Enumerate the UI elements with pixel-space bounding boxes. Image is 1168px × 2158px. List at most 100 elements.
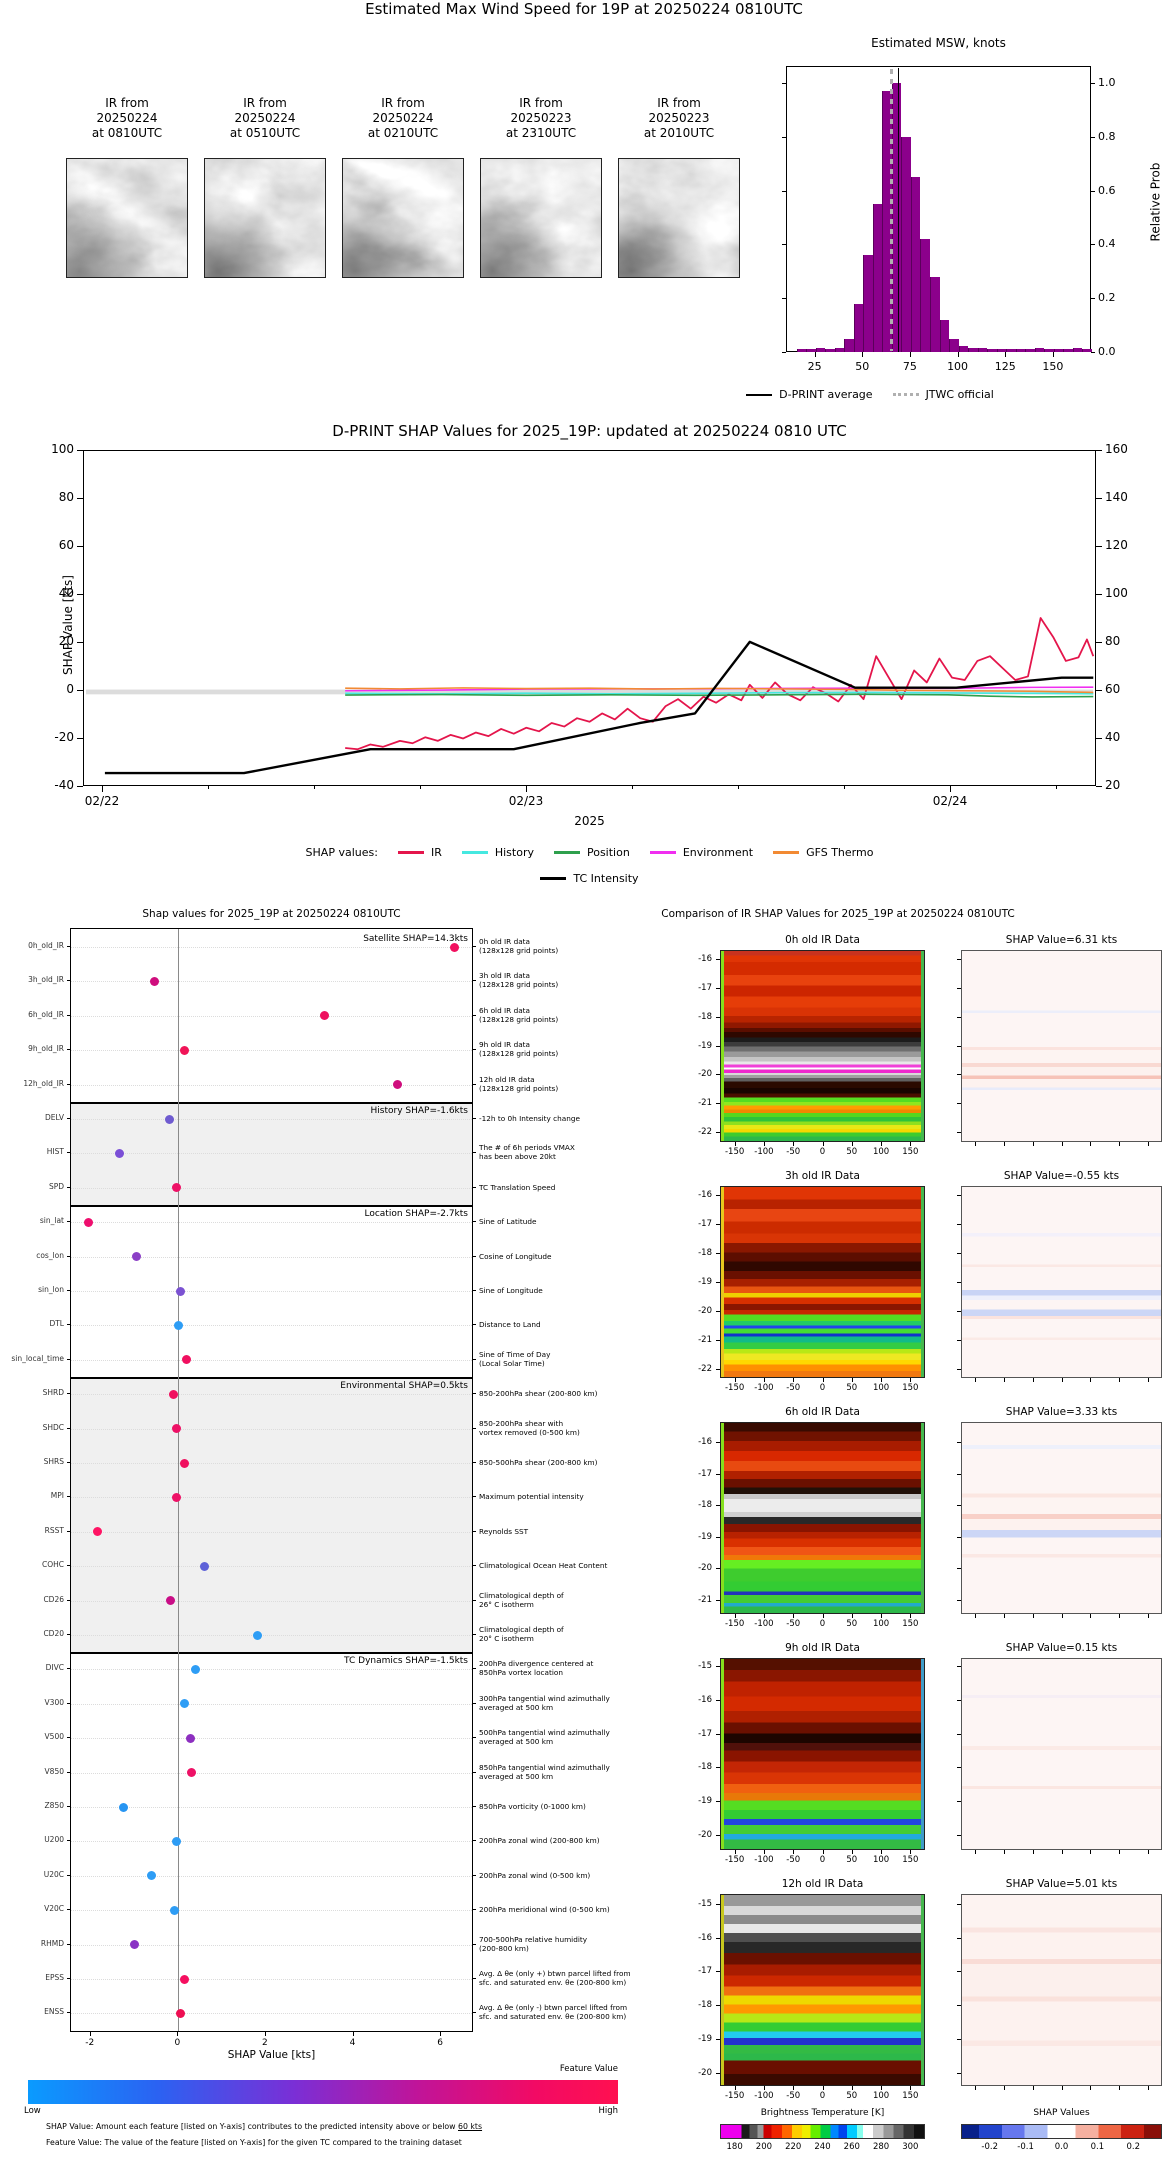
timeseries-y-tick-left: [77, 498, 83, 500]
heatmap-x-tick: [910, 1142, 912, 1146]
msw-histogram-bar: [1063, 348, 1073, 352]
histogram-x-tick: [1052, 352, 1054, 357]
heatmap-y-tick-label: -21: [698, 1098, 712, 1109]
msw-histogram-bar: [1006, 348, 1016, 352]
shap-tick-label: 0: [66, 682, 74, 696]
feature-desc-line: Reynolds SST: [479, 1526, 529, 1536]
shap-dot-u20c: [146, 1871, 156, 1881]
heatmap-x-tick: [910, 1378, 912, 1382]
feature-y-tick: [67, 1599, 70, 1601]
heatmap-y-tick: [716, 1282, 720, 1283]
shap-y-tick: [957, 1801, 961, 1803]
row-gridline: [71, 1669, 472, 1671]
row-gridline: [71, 1256, 472, 1258]
shap-heatmap: [961, 1422, 1162, 1614]
feature-desc-v20c: 200hPa meridional wind (0-500 km): [479, 1905, 709, 1914]
feature-desc-shrd: 850-200hPa shear (200-800 km): [479, 1389, 709, 1398]
msw-histogram-bar: [929, 276, 940, 352]
shap-x-tick: [1032, 1378, 1034, 1382]
ir-caption-line: at 0810UTC: [91, 126, 163, 140]
shap-x-tick: [1032, 1850, 1034, 1854]
msw-histogram-bar: [910, 177, 921, 352]
feature-y-tick: [67, 1702, 70, 1704]
heatmap-x-tick: [910, 2086, 912, 2090]
legend-line-sample: [461, 851, 488, 854]
heatmap-y-tick: [716, 1937, 720, 1939]
histogram-y-tick-left: [782, 136, 786, 138]
shap-dot-mpi: [171, 1492, 181, 1502]
legend-label: Environment: [682, 846, 754, 859]
timeseries-canvas: [86, 617, 1095, 775]
shap-y-tick: [957, 1536, 961, 1538]
feature-desc-line: Maximum potential intensity: [479, 1492, 584, 1502]
heatmap-y-tick: [716, 1733, 720, 1735]
heatmap-y-tick: [716, 1666, 720, 1668]
histogram-x-tick: [957, 352, 959, 357]
msw-histogram-bar: [939, 319, 950, 352]
relative-prob-tick-label: 0.6: [1098, 183, 1116, 197]
histogram-y-tick-right: [1091, 190, 1095, 192]
feature-desc-dtl: Distance to Land: [479, 1320, 709, 1329]
shap-y-tick: [957, 1904, 961, 1906]
feature-desc-line: -12h to 0h Intensity change: [479, 1114, 581, 1123]
heatmap-x-tick-label: 0: [819, 2091, 826, 2101]
row-gridline: [71, 1050, 472, 1052]
timeseries-x-minortick: [314, 786, 315, 789]
ir-caption-line: IR from: [105, 96, 149, 110]
msw-histogram-bar: [1025, 348, 1035, 352]
heatmap-x-tick-label: 0: [819, 1619, 826, 1629]
feature-desc-line: The # of 6h periods VMAX: [479, 1143, 575, 1153]
feature-label-u20c: U20C: [43, 1869, 64, 1879]
feature-label-v500: V500: [44, 1732, 64, 1742]
heatmap-left-edge: [721, 951, 724, 1141]
feature-desc-line: 200hPa zonal wind (0-500 km): [479, 1870, 591, 1880]
feature-label-v850: V850: [44, 1766, 64, 1776]
desc-tick: [473, 1049, 476, 1051]
histogram-y-tick-right: [1091, 83, 1095, 84]
feature-desc-line: has been above 20kt: [479, 1152, 556, 1162]
desc-tick: [473, 1290, 476, 1291]
feature-desc-6h_old_ir: 6h old IR data (128x128 grid points): [479, 1006, 709, 1024]
feature-desc-line: Climatological depth of: [479, 1590, 564, 1600]
feature-label-dtl: DTL: [49, 1319, 64, 1329]
zero-line: [178, 929, 180, 2031]
shap-tick-label: -20: [54, 730, 74, 744]
histogram-y-tick-right: [1091, 352, 1095, 353]
msw-histogram-bar: [872, 204, 883, 352]
heatmap-x-tick-label: -50: [786, 1383, 801, 1393]
feature-desc-line: 200hPa zonal wind (200-800 km): [479, 1836, 600, 1846]
legend-item-history: History: [461, 846, 534, 859]
shap-x-tick: [1061, 1378, 1063, 1382]
shap-heatmap: [961, 1894, 1162, 2086]
timeseries-y-tick-left: [77, 738, 83, 740]
msw-histogram-bar: [1044, 348, 1054, 352]
histogram-legend: D-PRINT average JTWC official: [640, 388, 1100, 401]
timeseries-y-tick-right: [1096, 450, 1102, 452]
histogram-x-tick-label: 150: [1042, 360, 1064, 373]
feature-y-tick: [67, 1806, 70, 1807]
series-position: [345, 693, 1094, 698]
heatmap-y-tick-label: -19: [698, 1796, 712, 1807]
msw-histogram-bar: [825, 348, 835, 352]
timeseries-x-minortick: [844, 786, 845, 789]
feature-label-cd20: CD20: [43, 1629, 64, 1638]
colorbar-high-label: High: [598, 2106, 618, 2116]
timeseries-x-minortick: [738, 786, 739, 789]
row-gridline: [71, 1703, 472, 1705]
feature-desc-line: 300hPa tangential wind azimuthally: [479, 1693, 610, 1703]
feature-label-0h_old_ir: 0h_old_IR: [28, 941, 64, 950]
shap-dot-enss: [176, 2008, 185, 2018]
shap-dot-0h_old_ir: [450, 942, 460, 952]
feature-desc-line: 850hPa tangential wind azimuthally: [479, 1762, 610, 1772]
shap-x-tick: [1032, 2086, 1034, 2090]
shap-y-tick: [957, 1568, 961, 1570]
shap-y-tick: [957, 1223, 961, 1225]
feature-desc-line: 850-500hPa shear (200-800 km): [479, 1458, 598, 1467]
heatmap-y-tick: [716, 959, 720, 961]
heatmap-x-tick: [793, 1378, 795, 1382]
heatmap-x-tick: [734, 1850, 736, 1854]
feature-y-tick: [67, 1496, 70, 1498]
shap-dot-rsst: [92, 1527, 102, 1537]
feature-y-tick: [67, 1530, 70, 1532]
feature-desc-line: Sine of Latitude: [479, 1217, 537, 1227]
